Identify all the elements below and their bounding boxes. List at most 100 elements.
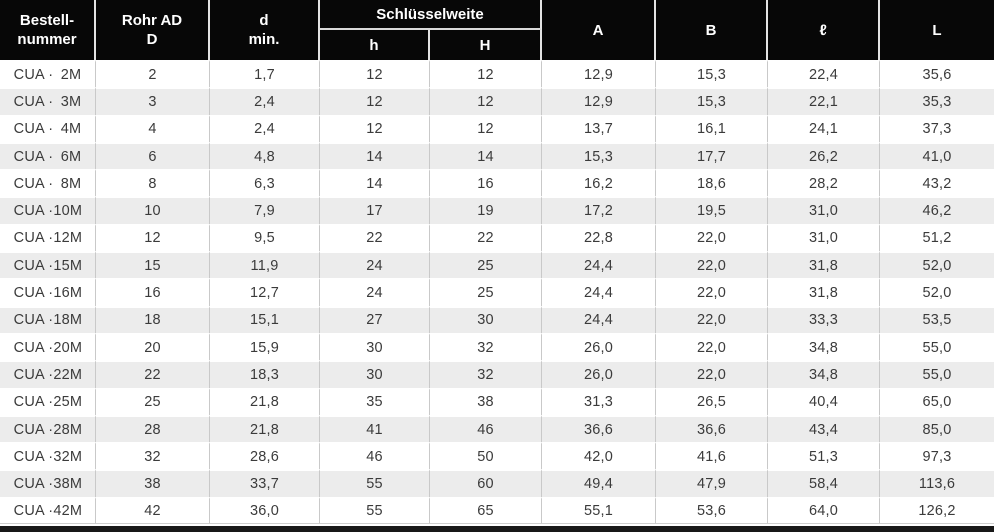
cell-sw-h: 46 xyxy=(320,442,430,470)
cell-a: 22,8 xyxy=(542,223,656,252)
cell-a: 13,7 xyxy=(542,114,656,142)
header-rohr-ad-line1: Rohr AD xyxy=(121,12,183,29)
cell-l-script: 31,0 xyxy=(768,196,880,224)
order-size: 28M xyxy=(53,421,83,438)
header-bestellnummer-line1: Bestell- xyxy=(19,12,75,29)
cell-rohr-ad-d: 6 xyxy=(96,141,210,170)
cell-l-cap: 65,0 xyxy=(880,387,994,415)
cell-l-cap: 55,0 xyxy=(880,360,994,388)
cell-b: 22,0 xyxy=(656,332,768,361)
cell-sw-cap-h: 19 xyxy=(430,196,542,224)
cell-sw-cap-h: 12 xyxy=(430,87,542,115)
table-body: CUA · 2M 2 1,7 12 12 12,9 15,3 22,4 35,6 CUA · 3M 3 2… xyxy=(0,60,994,525)
cell-sw-cap-h: 25 xyxy=(430,251,542,279)
cell-order-number: CUA · 6M xyxy=(0,141,96,170)
cell-rohr-ad-d: 4 xyxy=(96,114,210,142)
cell-sw-cap-h: 25 xyxy=(430,278,542,306)
cell-a: 24,4 xyxy=(542,278,656,306)
table-row: CUA · 6M 6 4,8 14 14 15,3 17,7 26,2 41,0 xyxy=(0,141,994,170)
order-prefix: CUA · xyxy=(13,366,54,383)
cell-l-cap: 43,2 xyxy=(880,169,994,197)
cell-b: 15,3 xyxy=(656,60,768,88)
table-row: CUA · 3M 3 2,4 12 12 12,9 15,3 22,1 35,3 xyxy=(0,87,994,115)
cell-l-cap: 53,5 xyxy=(880,305,994,333)
table-row: CUA · 38M 38 33,7 55 60 49,4 47,9 58,4 113,6 xyxy=(0,469,994,497)
cell-order-number: CUA · 4M xyxy=(0,114,96,142)
cell-a: 31,3 xyxy=(542,387,656,415)
order-prefix: CUA · xyxy=(13,476,54,493)
header-a: A xyxy=(542,0,656,60)
cell-sw-h: 27 xyxy=(320,305,430,333)
cell-b: 22,0 xyxy=(656,360,768,388)
table-row: CUA · 42M 42 36,0 55 65 55,1 53,6 64,0 126,2 xyxy=(0,496,994,525)
cell-order-number: CUA · 28M xyxy=(0,414,96,443)
cell-sw-cap-h: 12 xyxy=(430,60,542,88)
cell-d-min: 9,5 xyxy=(210,223,320,252)
header-d-min: d min. xyxy=(210,0,320,60)
cell-sw-cap-h: 30 xyxy=(430,305,542,333)
order-prefix: CUA · xyxy=(13,230,54,247)
cell-a: 17,2 xyxy=(542,196,656,224)
cell-l-cap: 52,0 xyxy=(880,251,994,279)
cell-order-number: CUA · 8M xyxy=(0,169,96,197)
next-section-header-cropped xyxy=(0,526,994,532)
order-size: 3M xyxy=(60,93,82,110)
cell-sw-h: 35 xyxy=(320,387,430,415)
cell-l-cap: 55,0 xyxy=(880,332,994,361)
cell-order-number: CUA · 32M xyxy=(0,442,96,470)
cell-b: 17,7 xyxy=(656,141,768,170)
cell-sw-h: 24 xyxy=(320,251,430,279)
cell-a: 24,4 xyxy=(542,305,656,333)
order-prefix: CUA · xyxy=(13,285,54,302)
cell-l-cap: 113,6 xyxy=(880,469,994,497)
order-prefix: CUA · xyxy=(13,257,54,274)
header-b: B xyxy=(656,0,768,60)
cell-rohr-ad-d: 12 xyxy=(96,223,210,252)
cell-l-script: 31,8 xyxy=(768,251,880,279)
order-size: 2M xyxy=(60,66,82,83)
cell-d-min: 21,8 xyxy=(210,387,320,415)
cell-sw-cap-h: 50 xyxy=(430,442,542,470)
cell-a: 36,6 xyxy=(542,414,656,443)
cell-l-cap: 35,6 xyxy=(880,60,994,88)
cell-sw-cap-h: 60 xyxy=(430,469,542,497)
header-d-min-line1: d xyxy=(259,12,269,29)
cell-rohr-ad-d: 3 xyxy=(96,87,210,115)
cell-rohr-ad-d: 15 xyxy=(96,251,210,279)
cell-b: 47,9 xyxy=(656,469,768,497)
order-size: 42M xyxy=(53,502,83,519)
cell-a: 12,9 xyxy=(542,60,656,88)
cell-l-cap: 35,3 xyxy=(880,87,994,115)
header-rohr-ad-d: Rohr AD D xyxy=(96,0,210,60)
table-row: CUA · 10M 10 7,9 17 19 17,2 19,5 31,0 46,2 xyxy=(0,196,994,224)
header-sw-cap-h: H xyxy=(430,30,542,60)
cell-sw-cap-h: 65 xyxy=(430,496,542,525)
cell-order-number: CUA · 25M xyxy=(0,387,96,415)
cell-order-number: CUA · 22M xyxy=(0,360,96,388)
table-row: CUA · 18M 18 15,1 27 30 24,4 22,0 33,3 53,5 xyxy=(0,305,994,333)
table-row: CUA · 20M 20 15,9 30 32 26,0 22,0 34,8 55,0 xyxy=(0,332,994,361)
table-row: CUA · 22M 22 18,3 30 32 26,0 22,0 34,8 55,0 xyxy=(0,360,994,388)
cell-b: 15,3 xyxy=(656,87,768,115)
cell-order-number: CUA · 20M xyxy=(0,332,96,361)
cell-sw-cap-h: 14 xyxy=(430,141,542,170)
cell-l-cap: 85,0 xyxy=(880,414,994,443)
cell-sw-h: 14 xyxy=(320,169,430,197)
cell-order-number: CUA · 16M xyxy=(0,278,96,306)
header-bestellnummer-line2: nummer xyxy=(17,31,77,48)
cell-sw-cap-h: 16 xyxy=(430,169,542,197)
cell-d-min: 11,9 xyxy=(210,251,320,279)
cell-sw-h: 12 xyxy=(320,60,430,88)
header-bestellnummer: Bestell- nummer xyxy=(0,0,96,60)
cell-d-min: 33,7 xyxy=(210,469,320,497)
table-row: CUA · 25M 25 21,8 35 38 31,3 26,5 40,4 65,0 xyxy=(0,387,994,415)
cell-rohr-ad-d: 10 xyxy=(96,196,210,224)
order-size: 32M xyxy=(53,448,83,465)
cell-sw-cap-h: 12 xyxy=(430,114,542,142)
cell-sw-h: 30 xyxy=(320,360,430,388)
cell-sw-h: 22 xyxy=(320,223,430,252)
order-size: 25M xyxy=(53,394,83,411)
order-prefix: CUA · xyxy=(13,121,54,138)
cell-order-number: CUA · 42M xyxy=(0,496,96,525)
